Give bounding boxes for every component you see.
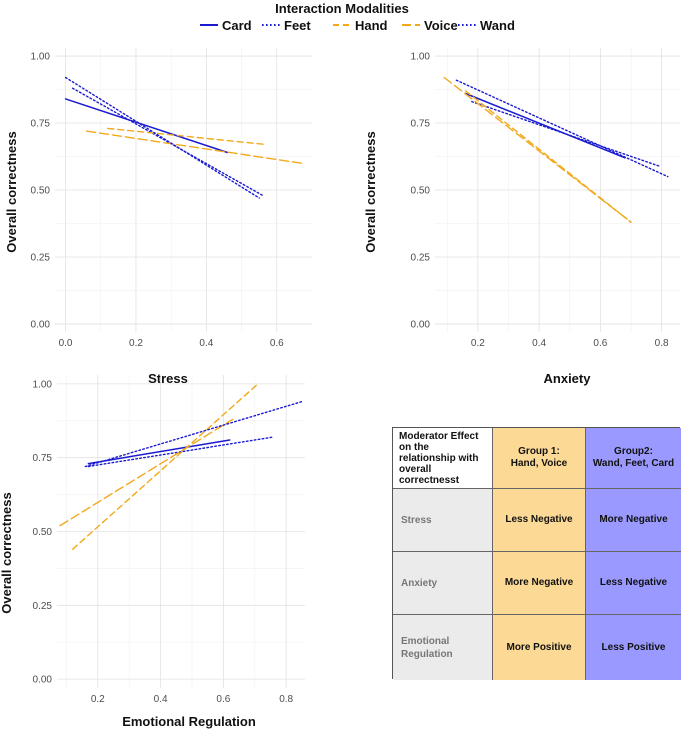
- y-tick-label: 0.25: [411, 252, 431, 263]
- table-cell-anxiety-group1: More Negative: [493, 552, 586, 615]
- legend-label-voice: Voice: [424, 18, 458, 33]
- y-tick-label: 0.00: [33, 675, 53, 686]
- y-tick-label: 0.50: [411, 186, 431, 197]
- y-tick-label: 1.00: [411, 52, 431, 63]
- group1-header-members: Hand, Voice: [510, 458, 568, 469]
- series-line-hand-stress: [107, 127, 267, 146]
- y-tick-label: 0.00: [31, 319, 51, 330]
- y-tick-label: 1.00: [33, 379, 53, 390]
- series-line-wand-anxiety: [455, 79, 669, 178]
- y-tick-label: 0.25: [31, 252, 51, 263]
- y-axis-title-stress: Overall correctness: [4, 131, 19, 252]
- x-axis-title-anxiety: Anxiety: [544, 371, 592, 386]
- series-line-card-stress: [64, 98, 229, 154]
- table-row-label-anxiety: Anxiety: [393, 552, 493, 615]
- group1-header: Group 1: Hand, Voice: [493, 428, 586, 489]
- y-axis-title-anxiety: Overall correctness: [363, 131, 378, 252]
- series-line-voice-emotional-regulation: [59, 418, 234, 527]
- y-tick-label: 0.75: [31, 119, 51, 130]
- legend-label-feet: Feet: [284, 18, 311, 33]
- x-tick-label: 0.2: [129, 338, 143, 349]
- chart-panel-emotional-regulation: 0.00 0.25 0.50 0.75 1.00 0.2 0.4 0.6 0.8 Emotiona…: [0, 375, 305, 729]
- table-cell-anxiety-group2: Less Negative: [586, 552, 681, 615]
- table-row-label-stress: Stress: [393, 489, 493, 552]
- chart-panels: 0.00 0.25 0.50 0.75 1.00 0.0 0.2 0.4 0.6 Stress Ov…: [0, 48, 680, 729]
- x-axis-title-emotional-regulation: Emotional Regulation: [122, 714, 256, 729]
- legend-label-wand: Wand: [480, 18, 515, 33]
- y-tick-label: 0.50: [33, 527, 53, 538]
- series-line-voice-anxiety: [443, 76, 632, 223]
- y-tick-label: 0.00: [411, 319, 431, 330]
- x-tick-label: 0.6: [216, 694, 230, 705]
- x-axis-title-stress: Stress: [148, 371, 188, 386]
- y-tick-label: 0.50: [31, 186, 51, 197]
- series-line-feet-anxiety: [471, 100, 660, 167]
- x-tick-label: 0.4: [199, 338, 213, 349]
- group1-header-title: Group 1:: [518, 446, 560, 457]
- x-tick-label: 0.6: [593, 338, 607, 349]
- legend-item-hand: Hand: [333, 18, 388, 33]
- x-tick-label: 0.0: [59, 338, 73, 349]
- series-line-card-emotional-regulation: [87, 439, 231, 465]
- group2-header-members: Wand, Feet, Card: [592, 458, 675, 469]
- x-tick-label: 0.2: [91, 694, 105, 705]
- x-tick-label: 0.4: [154, 694, 168, 705]
- x-tick-label: 0.4: [532, 338, 546, 349]
- legend-item-voice: Voice: [402, 18, 458, 33]
- y-tick-label: 0.75: [33, 453, 53, 464]
- chart-panel-stress: 0.00 0.25 0.50 0.75 1.00 0.0 0.2 0.4 0.6 Stress Ov…: [4, 48, 312, 386]
- series-line-wand-stress: [64, 76, 260, 199]
- table-row-label-emotional-regulation: Emotional Regulation: [393, 615, 493, 680]
- legend-item-feet: Feet: [262, 18, 311, 33]
- y-tick-label: 1.00: [31, 52, 51, 63]
- table-cell-emotional-regulation-group2: Less Positive: [586, 615, 681, 680]
- series-line-hand-emotional-regulation: [71, 383, 259, 550]
- y-axis-title-emotional-regulation: Overall correctness: [0, 492, 14, 613]
- legend-label-hand: Hand: [355, 18, 388, 33]
- x-tick-label: 0.8: [279, 694, 293, 705]
- table-cell-emotional-regulation-group1: More Positive: [493, 615, 586, 680]
- group2-header-title: Group2:: [614, 446, 653, 457]
- legend-label-card: Card: [222, 18, 252, 33]
- x-tick-label: 0.6: [270, 338, 284, 349]
- y-tick-label: 0.75: [411, 119, 431, 130]
- series-line-wand-emotional-regulation: [84, 400, 303, 468]
- x-tick-label: 0.8: [655, 338, 669, 349]
- legend-item-card: Card: [200, 18, 252, 33]
- legend-title: Interaction Modalities: [275, 1, 409, 16]
- chart-panel-anxiety: 0.00 0.25 0.50 0.75 1.00 0.2 0.4 0.6 0.8 Anxiety O…: [363, 48, 680, 386]
- table-cell-stress-group2: More Negative: [586, 489, 681, 552]
- y-tick-label: 0.25: [33, 601, 53, 612]
- group2-header: Group2: Wand, Feet, Card: [586, 428, 681, 489]
- moderator-effect-table: Moderator Effect on the relationship wit…: [392, 427, 681, 680]
- legend: Card Feet Hand Voice Wand: [200, 18, 515, 33]
- table-cell-stress-group1: Less Negative: [493, 489, 586, 552]
- x-tick-label: 0.2: [471, 338, 485, 349]
- series-line-card-anxiety: [464, 92, 626, 159]
- table-corner-header: Moderator Effect on the relationship wit…: [393, 428, 493, 489]
- legend-item-wand: Wand: [458, 18, 515, 33]
- series-line-voice-stress: [85, 130, 303, 164]
